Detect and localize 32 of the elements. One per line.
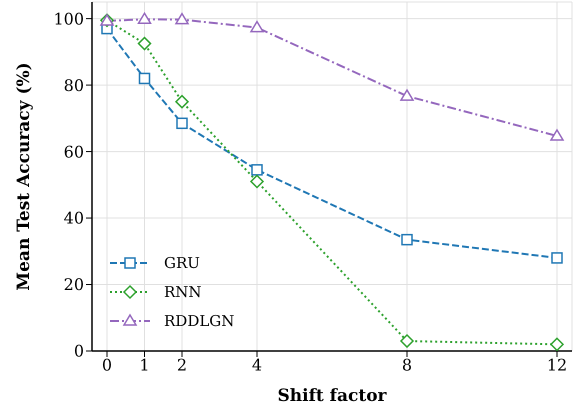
point <box>250 174 264 188</box>
point <box>138 12 152 24</box>
x-tick-label: 4 <box>252 355 262 374</box>
y-tick-label: 0 <box>74 342 84 361</box>
y-axis-title: Mean Test Accuracy (%) <box>14 62 34 291</box>
point <box>175 12 189 24</box>
x-tick-label: 8 <box>402 355 412 374</box>
legend-label: GRU <box>164 254 200 272</box>
point <box>550 338 564 351</box>
point <box>400 89 414 101</box>
legend-label: RDDLGN <box>164 312 234 330</box>
y-tick-label: 80 <box>64 76 84 95</box>
x-tick-label: 2 <box>176 355 188 374</box>
y-tick-label: 60 <box>64 142 84 162</box>
legend-label: RNN <box>164 282 202 300</box>
x-axis-title: Shift factor <box>277 386 388 406</box>
y-tick-label: 40 <box>64 208 84 228</box>
point <box>138 36 152 50</box>
x-tick-label: 12 <box>546 355 568 374</box>
point <box>138 72 150 84</box>
y-tick-label: 100 <box>53 9 84 28</box>
point <box>401 234 413 246</box>
point <box>550 129 564 141</box>
x-tick-label: 0 <box>102 355 112 374</box>
point <box>175 94 189 108</box>
point <box>400 334 414 348</box>
point <box>176 118 188 130</box>
point <box>251 164 263 176</box>
point <box>250 20 264 32</box>
y-tick-label: 20 <box>64 275 84 294</box>
x-tick-label: 1 <box>139 355 150 374</box>
point <box>551 252 563 264</box>
